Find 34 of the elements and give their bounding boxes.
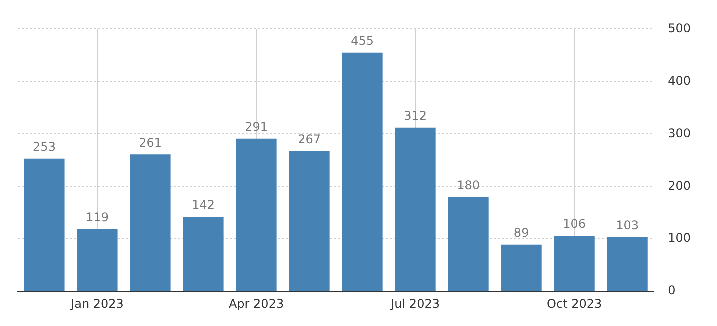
data-label: 180 xyxy=(457,178,480,192)
data-label: 291 xyxy=(245,120,268,134)
bar xyxy=(236,138,277,292)
data-label: 312 xyxy=(404,108,428,123)
data-label: 119 xyxy=(86,210,109,224)
x-tick-label: Apr 2023 xyxy=(228,296,284,311)
x-tick-label: Jan 2023 xyxy=(70,296,124,311)
data-label: 455 xyxy=(351,34,374,48)
bar xyxy=(183,217,224,292)
data-label: 142 xyxy=(192,198,215,212)
bar xyxy=(130,154,171,292)
data-label: 106 xyxy=(563,217,586,232)
y-tick-label: 500 xyxy=(668,21,691,36)
bar xyxy=(395,128,436,292)
y-tick-label: 400 xyxy=(668,74,691,88)
x-tick-label: Oct 2023 xyxy=(547,296,602,311)
data-label: 261 xyxy=(139,136,162,150)
y-tick-label: 300 xyxy=(668,126,691,140)
x-tick-label: Jul 2023 xyxy=(390,296,440,311)
data-label: 267 xyxy=(298,132,321,147)
bar xyxy=(448,197,489,292)
bar xyxy=(342,52,383,292)
bar xyxy=(289,151,330,292)
data-label: 89 xyxy=(514,226,530,240)
bar xyxy=(24,158,65,292)
bar xyxy=(501,244,542,292)
bar xyxy=(77,229,118,292)
y-tick-label: 200 xyxy=(668,178,691,193)
y-tick-label: 0 xyxy=(668,284,676,298)
bar xyxy=(554,236,595,292)
data-label: 103 xyxy=(616,218,640,233)
y-tick-label: 100 xyxy=(668,231,691,246)
bar xyxy=(607,238,648,292)
data-label: 253 xyxy=(33,140,56,154)
